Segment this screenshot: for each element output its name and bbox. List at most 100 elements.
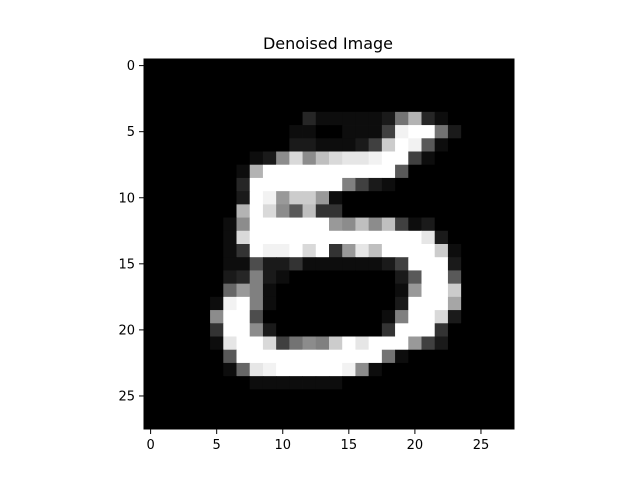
heatmap-cell-r9-c8 bbox=[249, 177, 264, 192]
heatmap-cell-r7-c19 bbox=[395, 151, 409, 166]
heatmap-cell-r8-c3 bbox=[183, 164, 198, 179]
heatmap-cell-r10-c2 bbox=[170, 191, 185, 205]
heatmap-cell-r17-c1 bbox=[157, 283, 171, 298]
heatmap-cell-r8-c21 bbox=[421, 164, 436, 179]
heatmap-cell-r23-c0 bbox=[144, 362, 158, 377]
heatmap-cell-r7-c4 bbox=[196, 151, 211, 166]
heatmap-cell-r7-c21 bbox=[421, 151, 436, 166]
heatmap-cell-r7-c7 bbox=[236, 151, 251, 166]
heatmap-cell-r10-c13 bbox=[315, 191, 330, 205]
heatmap-cell-r9-c25 bbox=[474, 177, 488, 192]
heatmap-cell-r4-c12 bbox=[302, 111, 317, 126]
axes-frame bbox=[143, 58, 515, 430]
heatmap-cell-r0-c7 bbox=[236, 59, 251, 73]
heatmap-cell-r7-c26 bbox=[487, 151, 502, 166]
heatmap-cell-r2-c25 bbox=[474, 85, 488, 100]
heatmap-cell-r11-c13 bbox=[315, 204, 330, 218]
heatmap-cell-r8-c17 bbox=[368, 164, 383, 179]
heatmap-cell-r23-c6 bbox=[223, 362, 237, 377]
heatmap-cell-r8-c16 bbox=[355, 164, 370, 179]
heatmap-cell-r18-c11 bbox=[289, 296, 303, 311]
heatmap-cell-r9-c14 bbox=[329, 177, 343, 192]
heatmap-cell-r18-c0 bbox=[144, 296, 158, 311]
heatmap-cell-r26-c23 bbox=[447, 402, 462, 417]
heatmap-cell-r20-c14 bbox=[329, 323, 343, 337]
heatmap-cell-r4-c25 bbox=[474, 111, 488, 126]
heatmap-cell-r16-c23 bbox=[447, 270, 462, 285]
heatmap-cell-r13-c7 bbox=[236, 230, 251, 245]
heatmap-cell-r16-c4 bbox=[196, 270, 211, 285]
heatmap-cell-r19-c13 bbox=[315, 310, 330, 324]
heatmap-cell-r3-c12 bbox=[302, 98, 317, 113]
heatmap-cell-r4-c13 bbox=[315, 111, 330, 126]
heatmap-cell-r17-c16 bbox=[355, 283, 370, 298]
heatmap-cell-r21-c8 bbox=[249, 336, 264, 351]
heatmap-cell-r21-c7 bbox=[236, 336, 251, 351]
heatmap-cell-r5-c21 bbox=[421, 125, 436, 139]
heatmap-cell-r10-c3 bbox=[183, 191, 198, 205]
heatmap-cell-r9-c3 bbox=[183, 177, 198, 192]
heatmap-cell-r9-c22 bbox=[434, 177, 449, 192]
heatmap-cell-r24-c3 bbox=[183, 376, 198, 390]
heatmap-cell-r14-c12 bbox=[302, 244, 317, 258]
heatmap-cell-r13-c17 bbox=[368, 230, 383, 245]
heatmap-cell-r15-c0 bbox=[144, 257, 158, 271]
heatmap-cell-r5-c11 bbox=[289, 125, 303, 139]
heatmap-cell-r21-c1 bbox=[157, 336, 171, 351]
heatmap-cell-r8-c20 bbox=[408, 164, 422, 179]
heatmap-cell-r5-c5 bbox=[210, 125, 224, 139]
heatmap-cell-r13-c26 bbox=[487, 230, 502, 245]
heatmap-cell-r26-c3 bbox=[183, 402, 198, 417]
heatmap-cell-r6-c7 bbox=[236, 138, 251, 152]
heatmap-cell-r2-c22 bbox=[434, 85, 449, 100]
heatmap-cell-r23-c19 bbox=[395, 362, 409, 377]
heatmap-cell-r2-c20 bbox=[408, 85, 422, 100]
heatmap-cell-r6-c4 bbox=[196, 138, 211, 152]
heatmap-cell-r12-c14 bbox=[329, 217, 343, 232]
heatmap-cell-r19-c24 bbox=[461, 310, 475, 324]
heatmap-cell-r25-c14 bbox=[329, 389, 343, 403]
heatmap-cell-r5-c8 bbox=[249, 125, 264, 139]
heatmap-cell-r4-c4 bbox=[196, 111, 211, 126]
heatmap-cell-r10-c9 bbox=[262, 191, 277, 205]
heatmap-cell-r21-c5 bbox=[210, 336, 224, 351]
heatmap-cell-r15-c9 bbox=[262, 257, 277, 271]
heatmap-cell-r2-c26 bbox=[487, 85, 502, 100]
heatmap-cell-r9-c2 bbox=[170, 177, 185, 192]
heatmap-cell-r20-c6 bbox=[223, 323, 237, 337]
heatmap-cell-r21-c3 bbox=[183, 336, 198, 351]
heatmap-cell-r5-c14 bbox=[329, 125, 343, 139]
heatmap-cell-r17-c27 bbox=[500, 283, 515, 298]
heatmap-cell-r23-c7 bbox=[236, 362, 251, 377]
heatmap-cell-r5-c15 bbox=[342, 125, 356, 139]
heatmap-cell-r13-c6 bbox=[223, 230, 237, 245]
heatmap-cell-r26-c2 bbox=[170, 402, 185, 417]
heatmap-cell-r24-c11 bbox=[289, 376, 303, 390]
heatmap-cell-r16-c14 bbox=[329, 270, 343, 285]
heatmap-cell-r20-c0 bbox=[144, 323, 158, 337]
heatmap-cells bbox=[144, 59, 515, 430]
heatmap-cell-r8-c4 bbox=[196, 164, 211, 179]
heatmap-cell-r10-c15 bbox=[342, 191, 356, 205]
heatmap-cell-r8-c8 bbox=[249, 164, 264, 179]
heatmap-cell-r9-c19 bbox=[395, 177, 409, 192]
heatmap-cell-r1-c1 bbox=[157, 72, 171, 86]
heatmap-cell-r9-c21 bbox=[421, 177, 436, 192]
heatmap-cell-r2-c2 bbox=[170, 85, 185, 100]
heatmap-cell-r20-c15 bbox=[342, 323, 356, 337]
heatmap-cell-r13-c12 bbox=[302, 230, 317, 245]
heatmap-cell-r12-c20 bbox=[408, 217, 422, 232]
y-tick-label-15: 15 bbox=[118, 257, 135, 272]
heatmap-cell-r12-c17 bbox=[368, 217, 383, 232]
x-tick-label-0: 0 bbox=[146, 438, 154, 453]
heatmap-cell-r17-c23 bbox=[447, 283, 462, 298]
heatmap-cell-r9-c4 bbox=[196, 177, 211, 192]
heatmap-cell-r8-c25 bbox=[474, 164, 488, 179]
heatmap-cell-r2-c19 bbox=[395, 85, 409, 100]
heatmap-cell-r10-c25 bbox=[474, 191, 488, 205]
heatmap-cell-r3-c4 bbox=[196, 98, 211, 113]
heatmap-cell-r0-c6 bbox=[223, 59, 237, 73]
heatmap-cell-r6-c11 bbox=[289, 138, 303, 152]
heatmap-cell-r2-c27 bbox=[500, 85, 515, 100]
heatmap-cell-r26-c8 bbox=[249, 402, 264, 417]
